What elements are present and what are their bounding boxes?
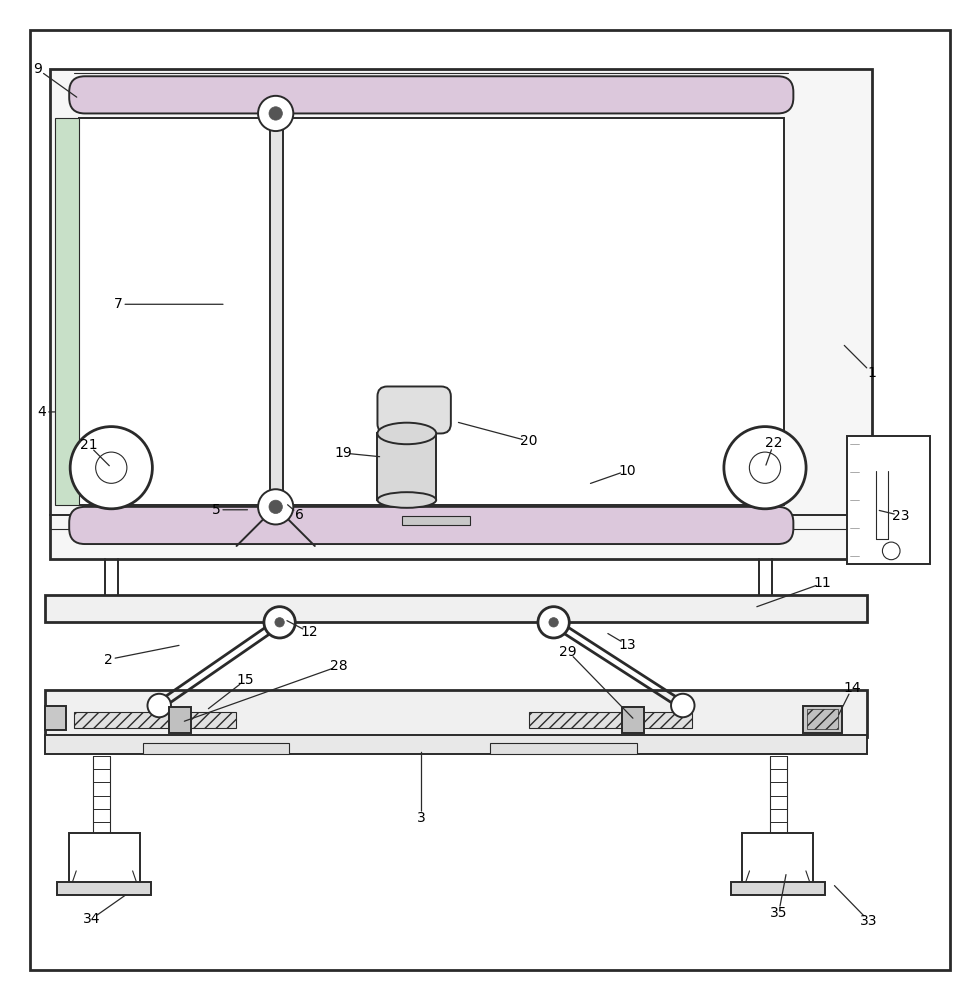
Circle shape	[275, 618, 284, 627]
Text: 2: 2	[104, 653, 113, 667]
Bar	[847, 436, 930, 564]
Text: 1: 1	[867, 366, 876, 380]
Text: 15: 15	[236, 673, 254, 687]
Text: 3: 3	[417, 811, 426, 825]
FancyBboxPatch shape	[70, 507, 794, 544]
Bar	[804, 706, 842, 733]
Text: 13: 13	[618, 638, 636, 652]
Circle shape	[269, 500, 282, 514]
Circle shape	[71, 427, 152, 509]
Text: 33: 33	[860, 914, 877, 928]
Ellipse shape	[377, 492, 436, 508]
Circle shape	[96, 452, 126, 483]
Bar	[58, 882, 151, 895]
Circle shape	[264, 607, 295, 638]
Text: 5: 5	[212, 503, 220, 517]
Text: 22: 22	[765, 436, 783, 450]
Bar	[731, 882, 825, 895]
Bar	[169, 707, 190, 733]
Text: 4: 4	[37, 405, 46, 419]
Bar	[270, 113, 282, 507]
Bar	[70, 833, 140, 891]
Bar	[55, 118, 79, 505]
Bar	[808, 709, 838, 729]
Text: 29: 29	[560, 645, 577, 659]
Text: 21: 21	[80, 438, 98, 452]
Circle shape	[258, 489, 293, 524]
Bar	[143, 743, 289, 754]
Bar	[50, 69, 871, 559]
Text: 14: 14	[843, 681, 860, 695]
Text: 34: 34	[83, 912, 101, 926]
Bar	[377, 433, 436, 500]
Text: 28: 28	[329, 659, 347, 673]
Circle shape	[750, 452, 781, 483]
Circle shape	[549, 618, 559, 627]
Circle shape	[147, 694, 171, 717]
Circle shape	[671, 694, 695, 717]
Ellipse shape	[377, 423, 436, 444]
Text: 35: 35	[770, 906, 788, 920]
Circle shape	[258, 96, 293, 131]
Text: 7: 7	[114, 297, 122, 311]
Bar	[622, 707, 644, 733]
Bar	[402, 516, 470, 525]
Circle shape	[724, 427, 807, 509]
Bar	[45, 706, 67, 730]
Text: 19: 19	[334, 446, 352, 460]
FancyBboxPatch shape	[70, 76, 794, 113]
Text: 12: 12	[300, 625, 318, 639]
Bar	[181, 712, 235, 728]
Text: 10: 10	[618, 464, 636, 478]
Text: 20: 20	[520, 434, 538, 448]
Circle shape	[538, 607, 569, 638]
Circle shape	[882, 542, 900, 560]
Bar	[45, 735, 866, 754]
Bar	[635, 712, 692, 728]
Bar	[490, 743, 637, 754]
Bar	[743, 833, 813, 891]
FancyBboxPatch shape	[377, 386, 451, 433]
Text: 9: 9	[33, 62, 42, 76]
Text: 23: 23	[892, 509, 909, 523]
Bar	[529, 712, 627, 728]
Bar	[45, 690, 866, 737]
Bar	[79, 118, 784, 505]
Text: 11: 11	[813, 576, 832, 590]
Circle shape	[269, 107, 282, 120]
Bar	[45, 595, 866, 622]
Text: 6: 6	[295, 508, 304, 522]
Bar	[74, 712, 172, 728]
